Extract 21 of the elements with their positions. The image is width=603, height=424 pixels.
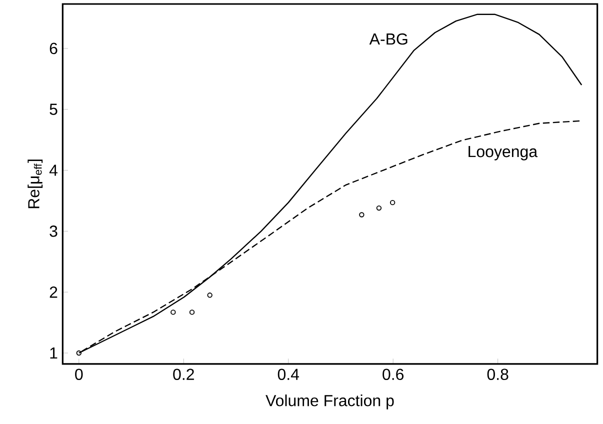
point [359, 212, 364, 218]
y-tick-label: 2 [50, 286, 58, 298]
y-axis-title: Re[μ$_{eff}$] [28, 160, 43, 208]
point [390, 200, 396, 206]
x-tick-label: 0 [75, 368, 83, 380]
series-label: A-BG [369, 33, 408, 45]
y-tick-label: 4 [49, 164, 58, 176]
point [170, 310, 176, 315]
y-tick-label: 3 [50, 226, 58, 237]
x-tick-label: 0.4 [278, 368, 300, 380]
y-tick-label: 1 [50, 348, 58, 359]
point [376, 205, 382, 211]
point [189, 310, 195, 315]
point [207, 292, 212, 298]
x-tick-label: 0.2 [173, 368, 194, 380]
x-tick-label: 0.8 [487, 368, 508, 380]
x-axis-title: Volume Fraction p [266, 394, 394, 410]
y-tick-label: 6 [50, 42, 58, 54]
x-tick-label: 0.6 [382, 368, 404, 380]
y-tick-label: 5 [50, 104, 58, 115]
series-label: Looyenga [468, 146, 538, 160]
